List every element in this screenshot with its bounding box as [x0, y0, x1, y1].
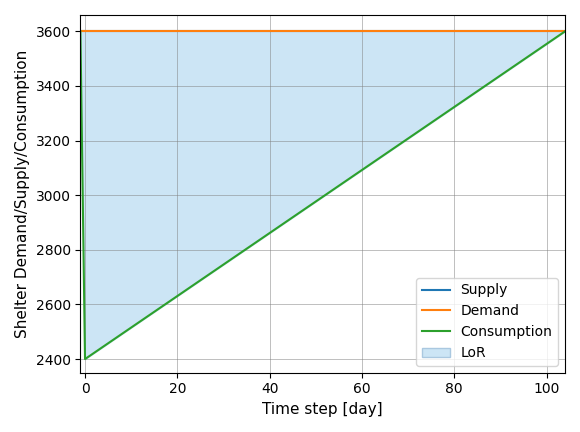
Consumption — [82, 356, 89, 362]
Legend: Supply, Demand, Consumption, LoR: Supply, Demand, Consumption, LoR — [416, 278, 558, 366]
Y-axis label: Shelter Demand/Supply/Consumption: Shelter Demand/Supply/Consumption — [15, 50, 30, 338]
Consumption — [561, 29, 568, 34]
X-axis label: Time step [day]: Time step [day] — [262, 402, 383, 417]
Consumption — [77, 29, 84, 34]
Line: Consumption: Consumption — [81, 32, 565, 359]
